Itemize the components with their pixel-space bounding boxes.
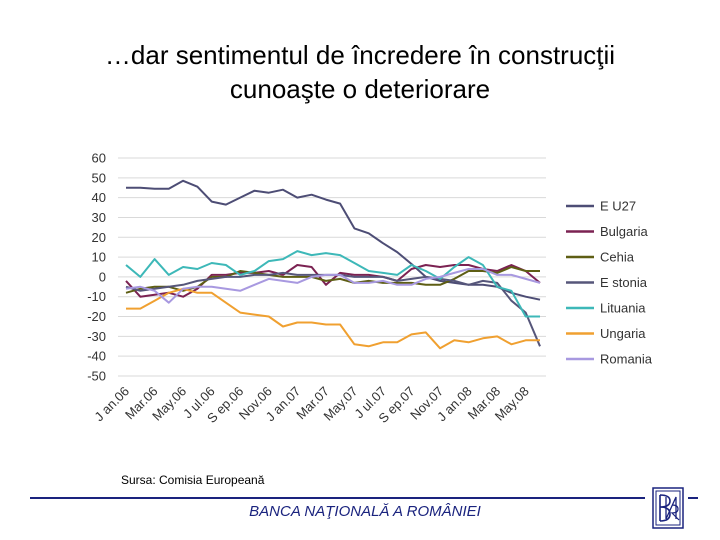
legend-label: Ungaria [600, 326, 646, 341]
x-tick-label: J an.06 [91, 384, 132, 425]
y-tick-label: 50 [92, 170, 106, 185]
y-tick-label: 60 [92, 151, 106, 166]
y-tick-label: -40 [87, 349, 106, 364]
y-axis-ticks: 60 50 40 30 20 10 0 -10 -20 -30 -40 -50 [87, 151, 106, 384]
gridlines [118, 157, 546, 377]
y-tick-label: 10 [92, 250, 106, 265]
y-tick-label: 30 [92, 210, 106, 225]
series-line-1 [125, 264, 541, 298]
legend-label: Romania [600, 352, 653, 367]
series-line-5 [126, 287, 540, 350]
series-line-4 [125, 250, 540, 318]
footer-rule [30, 497, 645, 499]
footer-bank-name: BANCA NAŢIONALĂ A ROMÂNIEI [249, 503, 481, 520]
y-tick-label: -30 [87, 329, 106, 344]
y-tick-label: 20 [92, 230, 106, 245]
legend-label: E U27 [600, 199, 636, 214]
title-line-2: cunoaşte o deteriorare [229, 74, 491, 104]
bnr-monogram-logo [652, 487, 684, 529]
line-chart: 60 50 40 30 20 10 0 -10 -20 -30 -40 -50 J an.06Mar.… [87, 151, 653, 426]
legend: E U27 Bulgaria Cehia E stonia Lituania Ungari… [566, 199, 653, 367]
y-tick-label: 0 [99, 269, 106, 284]
title-line-1: …dar sentimentul de încredere în constru… [104, 40, 616, 70]
source-note: Sursa: Comisia Europeană [121, 473, 265, 487]
legend-label: Cehia [600, 250, 635, 265]
series-line-6 [125, 268, 541, 304]
series-lines [125, 179, 541, 350]
legend-label: E stonia [600, 275, 648, 290]
y-tick-label: 40 [92, 190, 106, 205]
legend-label: Bulgaria [600, 224, 648, 239]
legend-label: Lituania [600, 301, 646, 316]
slide-title: …dar sentimentul de încredere în constru… [0, 38, 720, 106]
y-tick-label: -10 [87, 289, 106, 304]
y-tick-label: -20 [87, 309, 106, 324]
y-tick-label: -50 [87, 369, 106, 384]
footer-rule-right [688, 497, 698, 499]
